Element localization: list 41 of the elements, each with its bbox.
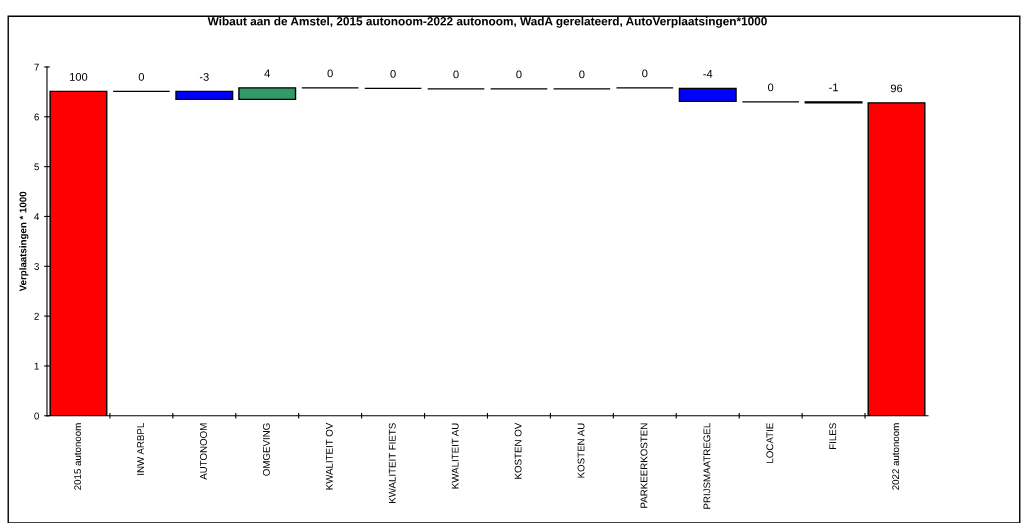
annotation: 0 [453, 70, 459, 79]
y-tick-label: 5 [34, 163, 39, 171]
y-tick-label: 0 [34, 412, 39, 420]
x-tick-label: KWALITEIT OV [325, 422, 333, 490]
y-tick-label: 3 [34, 263, 39, 270]
y-tick-label: 4 [34, 213, 40, 220]
annotation: 0 [642, 69, 648, 78]
x-tick-label: KWALITEIT AU [451, 423, 459, 489]
annotation: 96 [890, 84, 903, 93]
x-tick-label: INW ARBPL [137, 423, 144, 475]
x-tick-label: 2015 autonoom [74, 423, 82, 490]
bar [175, 90, 234, 101]
bar [678, 87, 737, 103]
annotation: -3 [199, 72, 209, 81]
x-tick-label: FILES [829, 423, 837, 449]
chart-title: Wibaut aan de Amstel, 2015 autonoom-2022 autonoom, WadA gerelateerd, AutoVerplaatsingen*1000 [207, 16, 767, 28]
y-tick-label: 7 [34, 63, 39, 71]
x-tick-label: PRIJSMAATREGEL [703, 423, 711, 509]
x-tick-label: KOSTEN AU [577, 423, 585, 478]
y-tick-label: 1 [34, 362, 39, 370]
annotation: 0 [516, 70, 522, 79]
annotation: -1 [829, 83, 838, 92]
y-axis-title: Verplaatsingen * 1000 [19, 191, 29, 292]
annotation: 100 [70, 72, 88, 81]
x-tick-label: AUTONOOM [200, 423, 207, 480]
annotation: 4 [264, 69, 270, 78]
annotation: 0 [768, 83, 774, 92]
annotation: 0 [327, 69, 333, 78]
x-tick-label: OMGEVING [262, 423, 270, 476]
x-tick-label: 2022 autonoom [892, 423, 900, 490]
x-tick-label: LOCATIE [766, 423, 774, 463]
x-tick-label: KWALITEIT FIETS [388, 423, 396, 503]
y-tick-label: 6 [34, 113, 39, 121]
x-tick-label: PARKEERKOSTEN [640, 423, 648, 508]
annotation: 0 [579, 70, 585, 79]
annotation: -4 [703, 70, 713, 78]
annotation: 0 [390, 69, 396, 78]
annotation: 0 [138, 72, 145, 81]
bar [238, 87, 297, 101]
y-tick-label: 2 [34, 312, 39, 320]
x-tick-label: KOSTEN OV [514, 422, 522, 479]
